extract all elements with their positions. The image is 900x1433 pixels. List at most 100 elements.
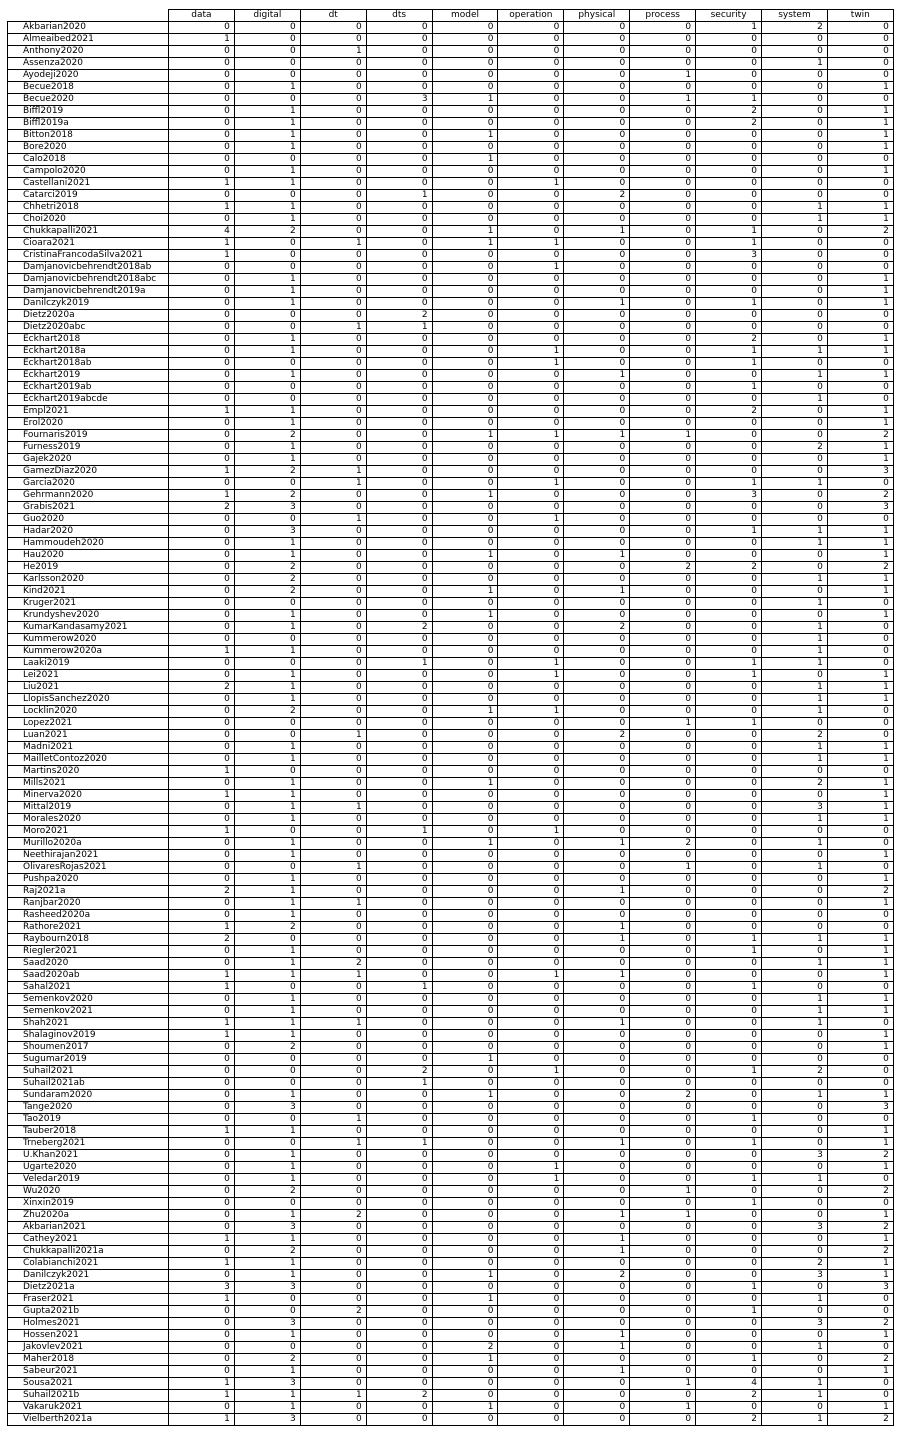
row-label: Furness2019: [7, 441, 169, 454]
cell-model: 0: [431, 873, 499, 886]
cell-dts: 0: [365, 1401, 433, 1414]
cell-dt: 0: [299, 645, 367, 658]
cell-model: 1: [431, 705, 499, 718]
cell-digital: 3: [233, 1221, 301, 1234]
cell-twin: 3: [826, 501, 894, 514]
cell-dts: 0: [365, 1005, 433, 1018]
cell-process: 0: [629, 1221, 697, 1234]
cell-dts: 0: [365, 501, 433, 514]
cell-model: 0: [431, 1233, 499, 1246]
table-row: He2019 0 2 0 0 0 0 0 2 2 0 2: [7, 561, 894, 574]
cell-process: 0: [629, 1005, 697, 1018]
cell-digital: 0: [233, 189, 301, 202]
cell-process: 1: [629, 69, 697, 82]
cell-system: 0: [761, 273, 828, 286]
cell-model: 0: [431, 513, 499, 526]
cell-dts: 0: [365, 441, 433, 454]
row-label: Kummerow2020a: [7, 645, 169, 658]
cell-security: 0: [695, 633, 763, 646]
cell-digital: 0: [233, 729, 301, 742]
cell-process: 0: [629, 645, 697, 658]
cell-process: 0: [629, 993, 697, 1006]
cell-twin: 3: [826, 1101, 894, 1114]
cell-dts: 0: [365, 489, 433, 502]
cell-model: 1: [431, 609, 499, 622]
cell-twin: 1: [826, 129, 894, 142]
cell-system: 0: [761, 717, 828, 730]
table-row: Grabis2021 2 3 0 0 0 0 0 0 0 0 3: [7, 501, 894, 514]
cell-system: 0: [761, 465, 828, 478]
cell-dt: 0: [299, 105, 367, 118]
cell-digital: 1: [233, 669, 301, 682]
table-row: Trneberg2021 0 0 1 1 0 0 1 0 1 0 1: [7, 1137, 894, 1150]
cell-twin: 0: [826, 1053, 894, 1066]
cell-twin: 0: [826, 705, 894, 718]
cell-model: 0: [431, 357, 499, 370]
header-row: data digital dt dts model operation physical pr…: [7, 9, 894, 22]
cell-system: 0: [761, 1305, 828, 1318]
cell-twin: 0: [826, 45, 894, 58]
cell-data: 0: [168, 345, 235, 358]
cell-system: 1: [761, 1341, 828, 1354]
cell-model: 0: [431, 249, 499, 262]
cell-security: 0: [695, 609, 763, 622]
table-row: Lopez2021 0 0 0 0 0 0 0 1 1 0 0: [7, 717, 894, 730]
cell-twin: 1: [826, 1365, 894, 1378]
cell-twin: 1: [826, 1041, 894, 1054]
cell-dts: 0: [365, 849, 433, 862]
cell-data: 0: [168, 993, 235, 1006]
cell-physical: 0: [563, 273, 631, 286]
cell-twin: 0: [826, 1197, 894, 1210]
cell-model: 0: [431, 885, 499, 898]
cell-system: 0: [761, 669, 828, 682]
cell-operation: 0: [497, 921, 565, 934]
cell-dt: 0: [299, 429, 367, 442]
cell-security: 0: [695, 1101, 763, 1114]
cell-security: 0: [695, 453, 763, 466]
cell-dt: 1: [299, 1389, 367, 1402]
cell-system: 1: [761, 1389, 828, 1402]
cell-security: 0: [695, 537, 763, 550]
cell-process: 0: [629, 441, 697, 454]
cell-twin: 0: [826, 1017, 894, 1030]
cell-operation: 0: [497, 1209, 565, 1222]
cell-operation: 1: [497, 705, 565, 718]
cell-model: 1: [431, 237, 499, 250]
cell-dts: 0: [365, 1413, 433, 1426]
table-row: Suhail2021ab 0 0 0 1 0 0 0 0 0 0 0: [7, 1077, 894, 1090]
cell-process: 0: [629, 609, 697, 622]
row-label: Gehrmann2020: [7, 489, 169, 502]
table-row: Ayodeji2020 0 0 0 0 0 0 0 1 0 0 0: [7, 69, 894, 82]
cell-system: 1: [761, 933, 828, 946]
table-row: Damjanovicbehrendt2019a 0 1 0 0 0 0 0 0 0 0 1: [7, 285, 894, 298]
cell-operation: 0: [497, 633, 565, 646]
cell-model: 0: [431, 417, 499, 430]
table-row: Chhetri2018 1 1 0 0 0 0 0 0 0 1 1: [7, 201, 894, 214]
table-row: LlopisSanchez2020 0 1 0 0 0 0 0 0 0 1 1: [7, 693, 894, 706]
cell-security: 0: [695, 441, 763, 454]
cell-twin: 1: [826, 441, 894, 454]
cell-physical: 0: [563, 681, 631, 694]
cell-process: 1: [629, 1209, 697, 1222]
cell-model: 1: [431, 153, 499, 166]
row-label: Erol2020: [7, 417, 169, 430]
cell-digital: 1: [233, 201, 301, 214]
cell-digital: 1: [233, 801, 301, 814]
cell-dt: 0: [299, 33, 367, 46]
cell-dts: 0: [365, 765, 433, 778]
row-label: Eckhart2018ab: [7, 357, 169, 370]
cell-dts: 0: [365, 1041, 433, 1054]
cell-dts: 1: [365, 189, 433, 202]
cell-operation: 0: [497, 489, 565, 502]
row-label: Eckhart2018a: [7, 345, 169, 358]
table-row: CristinaFrancodaSilva2021 1 0 0 0 0 0 0 0 3 0 0: [7, 249, 894, 262]
cell-system: 0: [761, 585, 828, 598]
table-row: Sugumar2019 0 0 0 0 1 0 0 0 0 0 0: [7, 1053, 894, 1066]
cell-model: 0: [431, 45, 499, 58]
table-row: Gupta2021b 0 0 2 0 0 0 0 0 1 0 0: [7, 1305, 894, 1318]
cell-dts: 0: [365, 885, 433, 898]
cell-security: 0: [695, 1329, 763, 1342]
cell-operation: 0: [497, 801, 565, 814]
cell-twin: 0: [826, 1113, 894, 1126]
table-row: Choi2020 0 1 0 0 0 0 0 0 0 1 1: [7, 213, 894, 226]
